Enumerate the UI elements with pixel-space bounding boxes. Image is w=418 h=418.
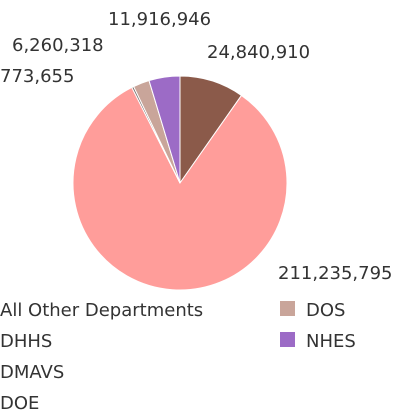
legend-label-all-other-departments[interactable]: All Other Departments	[0, 300, 203, 321]
pie-slices	[72, 75, 288, 291]
legend-label-doe[interactable]: DOE	[0, 393, 39, 414]
legend-label-dhhs[interactable]: DHHS	[0, 331, 52, 352]
legend-label-nhes[interactable]: NHES	[306, 331, 356, 352]
data-label-dhhs: 211,235,795	[278, 263, 393, 284]
slice-labels: 24,840,910 211,235,795 773,655 6,260,31811,…	[0, 9, 393, 284]
legend-label-dos[interactable]: DOS	[306, 300, 345, 321]
pie-slice-nhes[interactable]	[148, 75, 181, 184]
pie-slice-dhhs[interactable]	[72, 86, 288, 291]
data-label-all-other-departments: 24,840,910	[207, 42, 310, 63]
legend: All Other Departments DHHS DMAVS DOE DOS NHES	[0, 300, 356, 414]
legend-swatch-nhes	[280, 332, 295, 347]
data-label-dmavs: 773,655	[0, 66, 74, 87]
data-label-doe: 6,260,318	[12, 35, 104, 56]
legend-label-dmavs[interactable]: DMAVS	[0, 362, 64, 383]
data-label-nhes: 11,916,946	[108, 9, 211, 30]
legend-swatch-dos	[280, 301, 295, 316]
